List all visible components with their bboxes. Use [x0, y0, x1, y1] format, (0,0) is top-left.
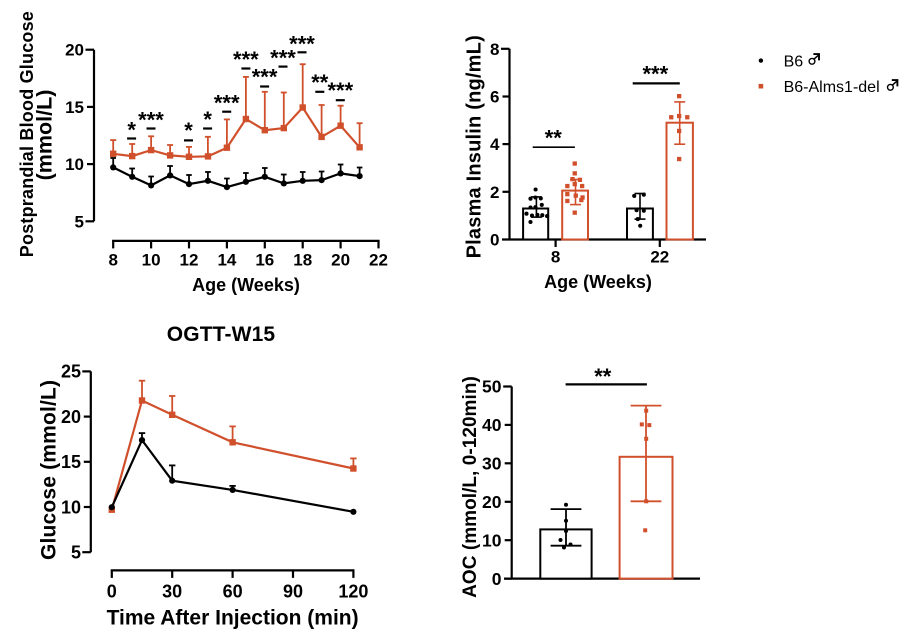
svg-text:22: 22: [650, 248, 669, 267]
svg-text:**: **: [545, 126, 563, 151]
svg-text:OGTT-W15: OGTT-W15: [167, 323, 276, 346]
svg-text:B6: B6: [784, 53, 804, 70]
svg-text:50: 50: [482, 377, 502, 397]
svg-text:90: 90: [283, 581, 303, 601]
svg-text:25: 25: [61, 362, 81, 382]
svg-text:Plasma Insulin (ng/mL): Plasma Insulin (ng/mL): [463, 35, 485, 258]
svg-text:0: 0: [107, 581, 117, 601]
svg-text:10: 10: [61, 497, 81, 517]
svg-text:*: *: [203, 107, 212, 132]
svg-text:18: 18: [293, 251, 312, 270]
svg-text:14: 14: [217, 251, 236, 270]
svg-text:30: 30: [162, 581, 182, 601]
svg-text:Glucose (mmol/L): Glucose (mmol/L): [38, 380, 61, 560]
svg-text:20: 20: [331, 251, 350, 270]
svg-text:20: 20: [482, 492, 502, 512]
svg-text:(mmol/L): (mmol/L): [33, 90, 57, 181]
svg-text:4: 4: [490, 135, 500, 154]
svg-text:**: **: [594, 364, 612, 389]
svg-text:Age (Weeks): Age (Weeks): [192, 275, 300, 295]
svg-text:8: 8: [108, 251, 117, 270]
svg-text:10: 10: [142, 251, 161, 270]
svg-text:15: 15: [65, 98, 84, 117]
svg-text:*: *: [184, 118, 193, 143]
svg-text:5: 5: [71, 543, 81, 563]
svg-text:10: 10: [65, 155, 84, 174]
svg-text:0: 0: [490, 231, 499, 250]
svg-text:120: 120: [338, 581, 368, 601]
svg-text:2: 2: [490, 183, 499, 202]
svg-text:8: 8: [490, 40, 499, 59]
svg-text:***: ***: [252, 64, 278, 89]
svg-text:**: **: [311, 70, 329, 95]
svg-text:Age (Weeks): Age (Weeks): [544, 272, 652, 292]
svg-text:20: 20: [61, 407, 81, 427]
svg-text:20: 20: [65, 41, 84, 60]
svg-text:60: 60: [223, 581, 243, 601]
svg-text:8: 8: [551, 248, 560, 267]
svg-text:AOC (mmol/L, 0-120min): AOC (mmol/L, 0-120min): [460, 376, 481, 598]
svg-text:Time After Injection (min): Time After Injection (min): [107, 607, 359, 630]
svg-text:40: 40: [482, 415, 502, 435]
svg-text:0: 0: [492, 569, 502, 589]
svg-text:5: 5: [75, 212, 84, 231]
svg-text:*: *: [127, 118, 136, 143]
svg-text:***: ***: [327, 78, 353, 103]
svg-text:12: 12: [180, 251, 199, 270]
svg-text:16: 16: [255, 251, 274, 270]
svg-text:15: 15: [61, 452, 81, 472]
svg-text:10: 10: [482, 530, 502, 550]
svg-text:Postprandial Blood Glucose: Postprandial Blood Glucose: [17, 11, 37, 257]
svg-text:30: 30: [482, 454, 502, 474]
svg-text:B6-Alms1-del: B6-Alms1-del: [784, 79, 880, 96]
svg-text:6: 6: [490, 88, 499, 107]
svg-text:22: 22: [369, 251, 388, 270]
